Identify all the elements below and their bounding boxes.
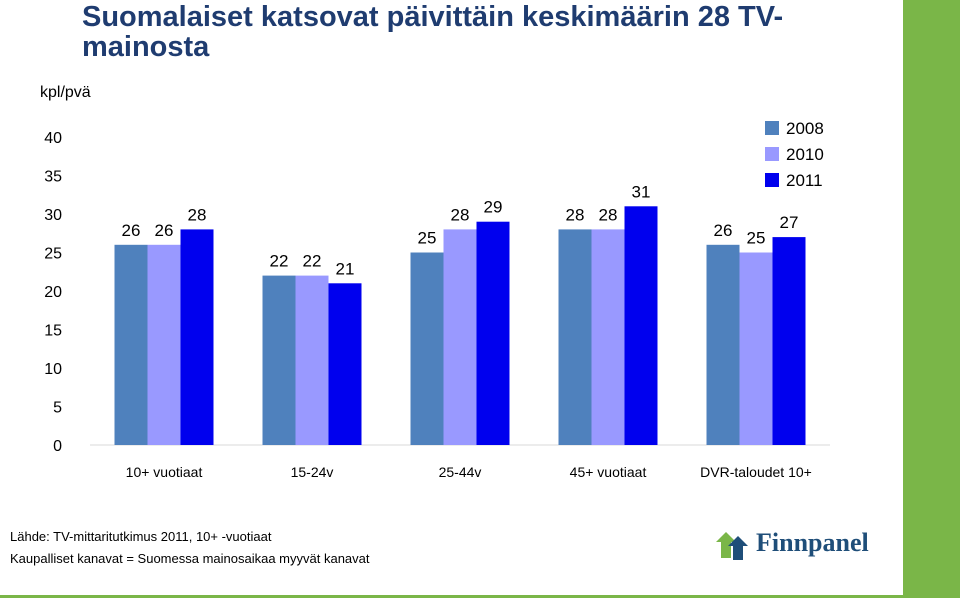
bar: [591, 229, 625, 445]
data-label: 29: [484, 198, 503, 217]
y-axis-unit-label: kpl/pvä: [40, 84, 91, 101]
legend-swatch: [765, 147, 779, 161]
source-line-1: Lähde: TV-mittaritutkimus 2011, 10+ -vuo…: [10, 529, 272, 544]
bar: [443, 229, 477, 445]
accent-bottom-line: [0, 595, 903, 598]
x-tick-label: 45+ vuotiaat: [570, 464, 647, 480]
legend-label: 2011: [786, 171, 823, 190]
bar: [180, 229, 214, 445]
y-tick-label: 15: [44, 323, 62, 340]
bar: [558, 229, 592, 445]
logo-text: Finnpanel: [756, 528, 869, 557]
legend-swatch: [765, 173, 779, 187]
bar: [114, 244, 148, 445]
bar: [706, 244, 740, 445]
data-label: 27: [780, 213, 799, 232]
bar: [147, 244, 181, 445]
data-label: 22: [303, 252, 322, 271]
legend-swatch: [765, 121, 779, 135]
y-tick-label: 0: [53, 438, 62, 455]
x-tick-label: 10+ vuotiaat: [126, 464, 203, 480]
data-label: 25: [418, 229, 437, 248]
data-label: 26: [155, 221, 174, 240]
y-tick-label: 35: [44, 169, 62, 186]
data-label: 26: [714, 221, 733, 240]
x-tick-label: 25-44v: [439, 464, 482, 480]
accent-strip: [903, 0, 960, 598]
legend-label: 2010: [786, 145, 824, 164]
bar: [262, 275, 296, 445]
bar-chart: 0 5 10 15 20 25 30 35 40 26 26 28 10+ vuotiaat 22 22 21…: [44, 119, 830, 480]
finnpanel-arrow-icon: [716, 532, 748, 560]
x-tick-label: DVR-taloudet 10+: [700, 464, 812, 480]
y-tick-label: 25: [44, 246, 62, 263]
data-label: 28: [599, 205, 618, 224]
data-label: 22: [270, 252, 289, 271]
y-tick-label: 10: [44, 361, 62, 378]
bar: [328, 283, 362, 445]
bar: [295, 275, 329, 445]
source-line-2: Kaupalliset kanavat = Suomessa mainosaik…: [10, 551, 370, 566]
bar: [772, 237, 806, 445]
y-tick-label: 30: [44, 207, 62, 224]
x-tick-label: 15-24v: [291, 464, 334, 480]
y-tick-label: 5: [53, 400, 62, 417]
bar: [410, 252, 444, 445]
legend-label: 2008: [786, 119, 824, 138]
y-tick-label: 20: [44, 284, 62, 301]
finnpanel-logo: Finnpanel: [714, 524, 874, 564]
y-tick-label: 40: [44, 130, 62, 147]
data-label: 31: [632, 182, 651, 201]
data-label: 21: [336, 259, 355, 278]
bar: [476, 221, 510, 445]
bar: [739, 252, 773, 445]
data-label: 28: [451, 205, 470, 224]
data-label: 28: [188, 205, 207, 224]
bar: [624, 206, 658, 445]
page-title: Suomalaiset katsovat päivittäin keskimää…: [82, 1, 784, 63]
data-label: 28: [566, 205, 585, 224]
data-label: 25: [747, 229, 766, 248]
data-label: 26: [122, 221, 141, 240]
